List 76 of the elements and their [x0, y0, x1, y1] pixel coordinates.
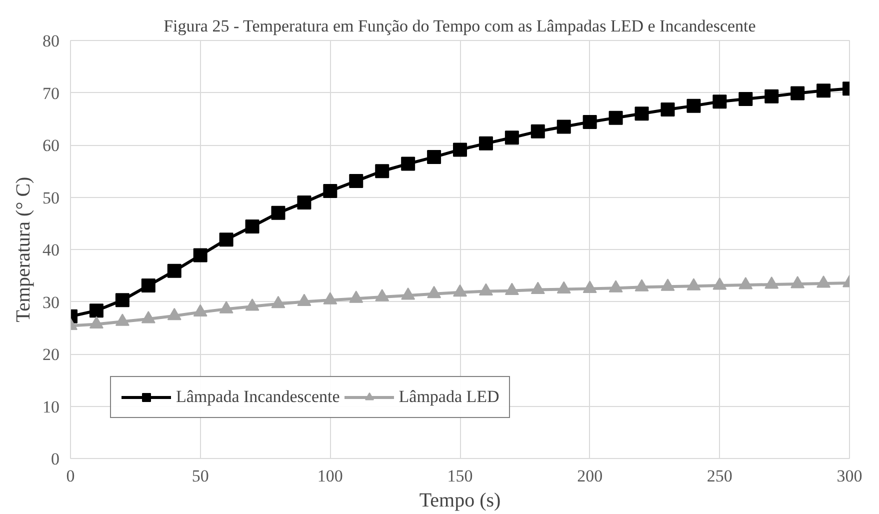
y-tick-label: 20: [42, 345, 60, 364]
point: [530, 282, 545, 294]
point: [349, 174, 364, 188]
point: [816, 84, 831, 98]
point: [556, 120, 571, 134]
point: [427, 150, 442, 164]
point: [193, 304, 208, 316]
x-tick-label: 150: [447, 466, 473, 486]
point: [816, 275, 831, 288]
legend-label: Lâmpada Incandescente: [176, 387, 340, 407]
point: [504, 282, 519, 296]
point: [686, 98, 701, 113]
point: [608, 280, 623, 292]
point: [141, 310, 156, 324]
point: [375, 164, 390, 178]
y-tick-label: 80: [42, 32, 60, 50]
chart-title: Figura 25 - Temperatura em Função do Tempo com as Lâmpadas LED e Incandescente: [164, 16, 756, 36]
point: [401, 156, 416, 171]
point: [660, 278, 675, 291]
y-axis-title: Temperatura (° C): [12, 176, 34, 322]
point: [167, 308, 182, 320]
point: [790, 276, 805, 288]
x-tick-label: 50: [192, 466, 209, 486]
y-tick-label: 10: [42, 397, 60, 416]
point: [790, 86, 805, 100]
y-tick-label: 40: [42, 240, 60, 260]
point: [660, 102, 675, 116]
x-tick-label: 200: [577, 466, 603, 486]
x-axis-title: Tempo (s): [419, 490, 501, 512]
point: [634, 279, 649, 292]
point: [89, 316, 104, 328]
point: [764, 276, 779, 289]
point: [219, 232, 234, 247]
point: [167, 264, 182, 278]
y-tick-label: 70: [42, 84, 60, 103]
point: [686, 278, 701, 290]
point: [712, 94, 727, 109]
point: [297, 294, 312, 306]
point: [738, 92, 753, 106]
point: [712, 278, 727, 290]
point: [582, 280, 597, 293]
point: [271, 296, 286, 308]
x-tick-label: 0: [66, 466, 75, 486]
point: [764, 89, 779, 104]
point: [245, 220, 260, 234]
point: [323, 292, 338, 304]
point: [530, 124, 545, 138]
x-tick-label: 300: [836, 466, 862, 486]
x-tick-label: 250: [706, 466, 732, 486]
y-tick-label: 0: [51, 450, 60, 468]
point: [427, 286, 442, 298]
y-tick-label: 30: [42, 292, 60, 312]
point: [401, 287, 416, 300]
y-tick-label: 50: [42, 188, 60, 208]
x-tick-label: 100: [317, 466, 343, 486]
point: [219, 301, 234, 314]
point: [349, 290, 364, 303]
point: [608, 110, 623, 125]
point: [634, 106, 649, 121]
point: [556, 281, 571, 294]
point: [271, 206, 286, 220]
y-tick-label: 60: [42, 136, 60, 155]
point: [478, 283, 493, 296]
point: [453, 142, 467, 157]
point: [115, 314, 130, 326]
point: [193, 248, 208, 262]
point: [297, 195, 312, 210]
point: [738, 277, 753, 290]
point: [375, 289, 390, 302]
point: [245, 298, 260, 311]
point: [478, 136, 493, 150]
point: [504, 130, 519, 145]
legend-label: Lâmpada LED: [398, 387, 500, 407]
point: [323, 184, 338, 198]
point: [582, 115, 597, 130]
point: [453, 284, 467, 297]
